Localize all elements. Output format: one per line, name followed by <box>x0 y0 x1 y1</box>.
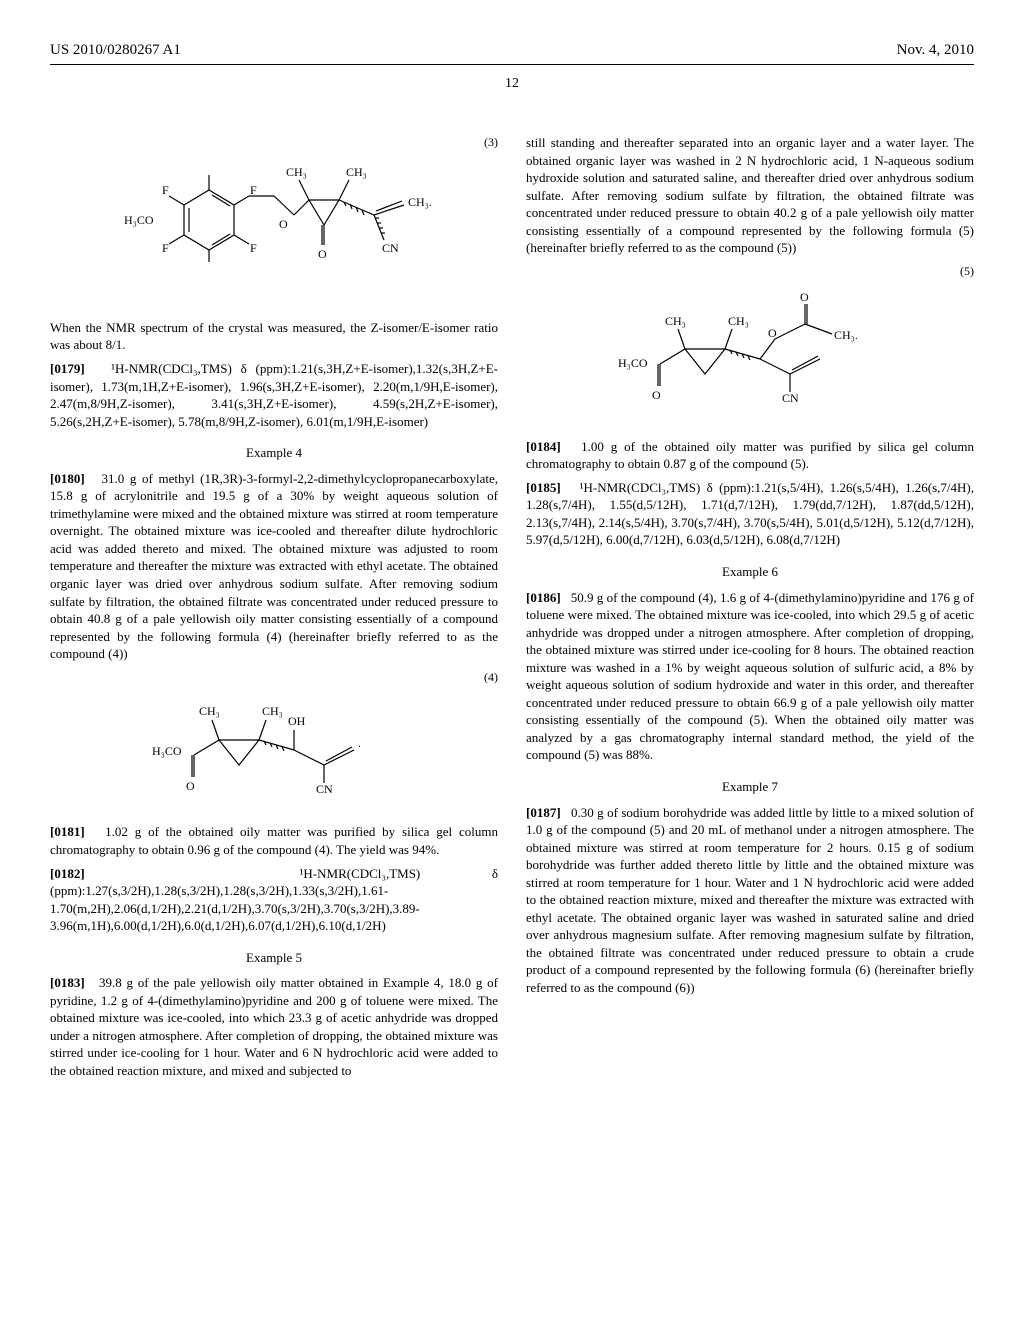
svg-text:CH₃: CH₃ <box>665 314 686 328</box>
para-0180-num: [0180] <box>50 471 85 486</box>
para-0186-num: [0186] <box>526 590 561 605</box>
example-4-heading: Example 4 <box>50 444 498 462</box>
para-0186-text: 50.9 g of the compound (4), 1.6 g of 4-(… <box>526 590 974 763</box>
svg-text:F: F <box>250 241 257 255</box>
svg-text:CN: CN <box>316 782 333 795</box>
pub-date: Nov. 4, 2010 <box>897 40 974 60</box>
two-column-body: (3) <box>50 134 974 1085</box>
para-0185-text: ¹H-NMR(CDCl₃,TMS) δ (ppm):1.21(s,5/4H), … <box>526 480 974 548</box>
svg-text:CH₃: CH₃ <box>728 314 749 328</box>
para-0187: [0187] 0.30 g of sodium borohydride was … <box>526 804 974 997</box>
svg-text:CH₃: CH₃ <box>286 165 307 179</box>
svg-text:F: F <box>162 241 169 255</box>
svg-text:O: O <box>768 326 777 340</box>
svg-text:O: O <box>800 290 809 304</box>
right-column: still standing and thereafter separated … <box>526 134 974 1085</box>
para-0187-num: [0187] <box>526 805 561 820</box>
svg-text:CH₃: CH₃ <box>346 165 367 179</box>
para-0182-num: [0182] <box>50 866 85 881</box>
para-0184-text: 1.00 g of the obtained oily matter was p… <box>526 439 974 472</box>
example-5-heading: Example 5 <box>50 949 498 967</box>
svg-text:O: O <box>652 388 661 402</box>
svg-text:CH₃: CH₃ <box>262 704 283 718</box>
svg-text:OH: OH <box>288 714 306 728</box>
para-0182: [0182] ¹H-NMR(CDCl₃,TMS) δ (ppm):1.27(s,… <box>50 865 498 935</box>
after-formula3-text: When the NMR spectrum of the crystal was… <box>50 319 498 354</box>
svg-text:H₃CO: H₃CO <box>152 744 182 758</box>
para-0180-text: 31.0 g of methyl (1R,3R)-3-formyl-2,2-di… <box>50 471 498 661</box>
para-0183: [0183] 39.8 g of the pale yellowish oily… <box>50 974 498 1079</box>
formula-3-label: (3) <box>50 134 498 150</box>
page-number: 12 <box>50 75 974 94</box>
svg-text:CN: CN <box>782 391 799 405</box>
formula-4-label: (4) <box>50 669 498 685</box>
pub-number: US 2010/0280267 A1 <box>50 40 181 60</box>
para-0185: [0185] ¹H-NMR(CDCl₃,TMS) δ (ppm):1.21(s,… <box>526 479 974 549</box>
para-0186: [0186] 50.9 g of the compound (4), 1.6 g… <box>526 589 974 764</box>
svg-text:H₃CO: H₃CO <box>124 213 154 227</box>
formula-5-structure: H₃CO O CH₃ CH₃ O O CH₃. CN <box>526 281 974 422</box>
svg-text:CH₃.: CH₃. <box>408 195 432 209</box>
svg-text:H₃CO: H₃CO <box>618 356 648 370</box>
svg-text:F: F <box>162 183 169 197</box>
para-0182-text: ¹H-NMR(CDCl₃,TMS) δ (ppm):1.27(s,3/2H),1… <box>50 866 498 934</box>
para-0181-text: 1.02 g of the obtained oily matter was p… <box>50 824 498 857</box>
para-0184-num: [0184] <box>526 439 561 454</box>
para-0183-text: 39.8 g of the pale yellowish oily matter… <box>50 975 498 1078</box>
svg-text:.: . <box>358 736 361 750</box>
para-0181: [0181] 1.02 g of the obtained oily matte… <box>50 823 498 858</box>
formula-4-structure: H₃CO O CH₃ CH₃ OH CN . <box>50 687 498 808</box>
formula-5-label: (5) <box>526 263 974 279</box>
para-0184: [0184] 1.00 g of the obtained oily matte… <box>526 438 974 473</box>
para-0183-num: [0183] <box>50 975 85 990</box>
para-0181-num: [0181] <box>50 824 85 839</box>
header-rule <box>50 64 974 65</box>
para-0179: [0179] ¹H-NMR(CDCl₃,TMS) δ (ppm):1.21(s,… <box>50 360 498 430</box>
left-column: (3) <box>50 134 498 1085</box>
para-cont-right: still standing and thereafter separated … <box>526 134 974 257</box>
svg-text:O: O <box>279 217 288 231</box>
svg-text:F: F <box>250 183 257 197</box>
svg-text:CH₃: CH₃ <box>199 704 220 718</box>
para-0179-text: ¹H-NMR(CDCl₃,TMS) δ (ppm):1.21(s,3H,Z+E-… <box>50 361 498 429</box>
svg-text:CH₃.: CH₃. <box>834 328 858 342</box>
para-0187-text: 0.30 g of sodium borohydride was added l… <box>526 805 974 995</box>
example-7-heading: Example 7 <box>526 778 974 796</box>
para-0185-num: [0185] <box>526 480 561 495</box>
example-6-heading: Example 6 <box>526 563 974 581</box>
page-header: US 2010/0280267 A1 Nov. 4, 2010 <box>50 40 974 60</box>
formula-3-structure: H₃CO F F F F CH₃ CH₃ O O CH₃. CN <box>50 152 498 303</box>
svg-text:O: O <box>318 247 327 261</box>
svg-text:CN: CN <box>382 241 399 255</box>
para-0179-num: [0179] <box>50 361 85 376</box>
para-0180: [0180] 31.0 g of methyl (1R,3R)-3-formyl… <box>50 470 498 663</box>
svg-text:O: O <box>186 779 195 793</box>
